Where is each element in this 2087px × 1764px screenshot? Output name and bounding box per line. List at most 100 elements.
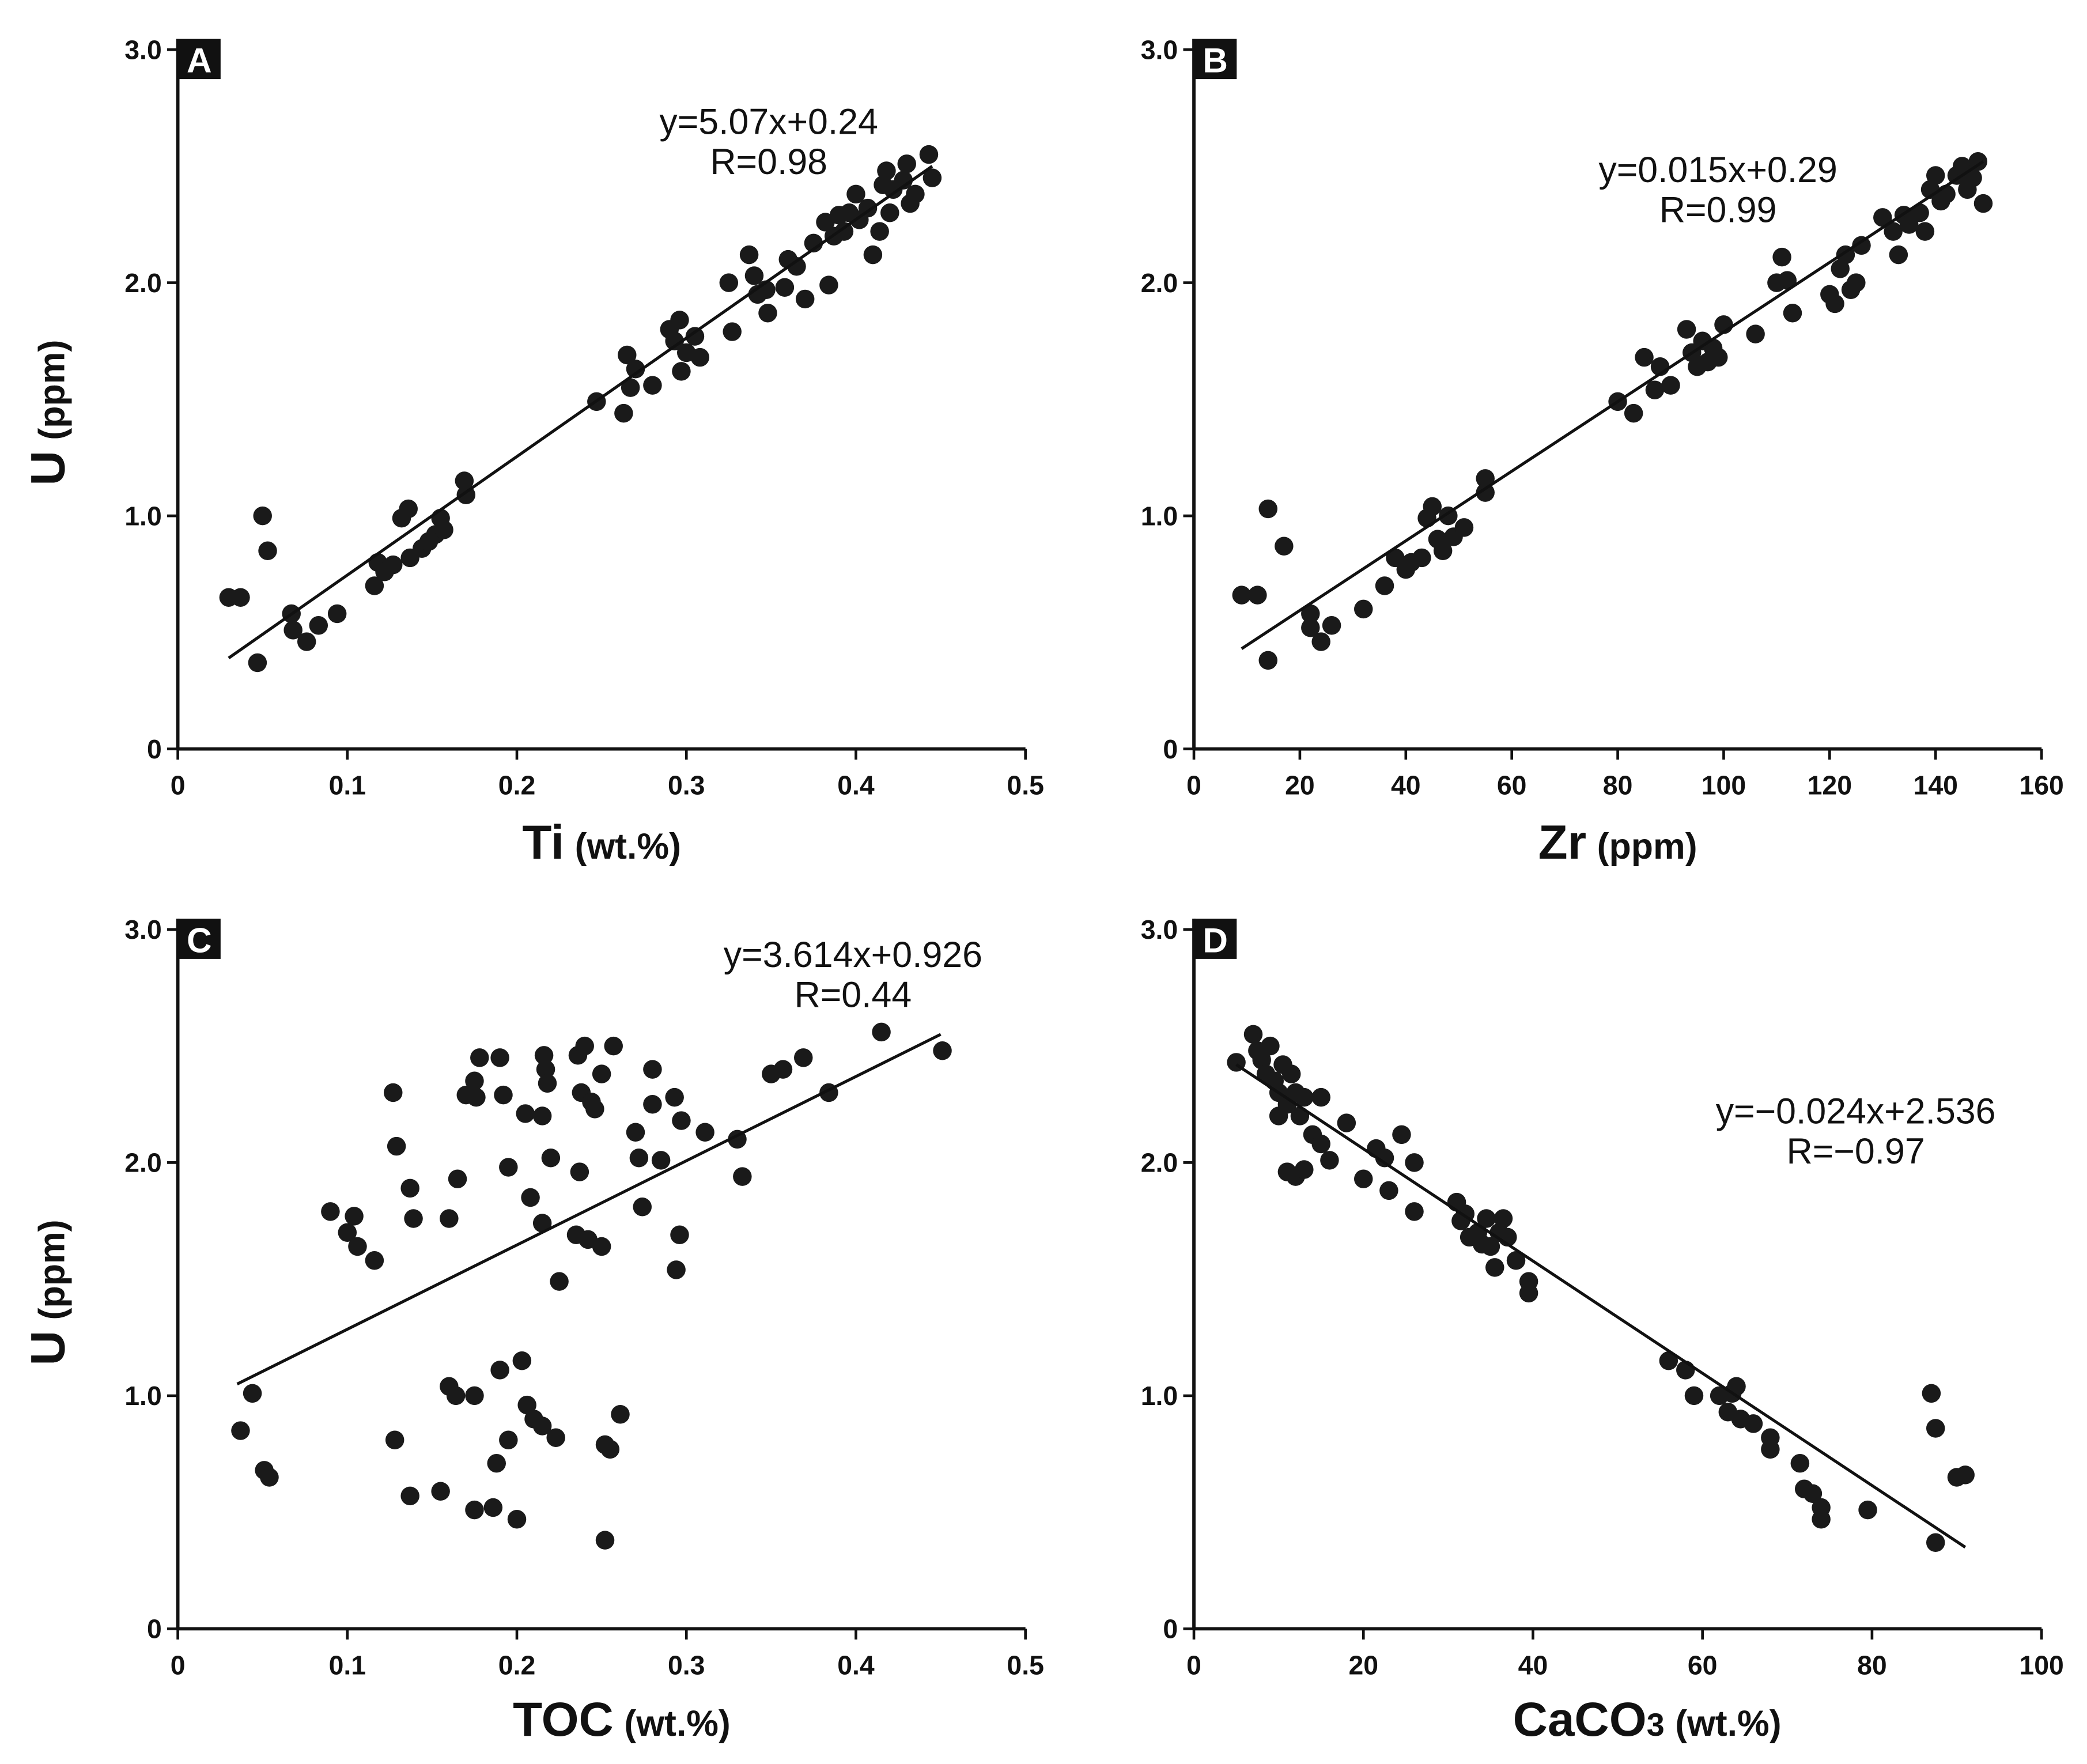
data-point — [665, 331, 684, 350]
x-tick-label: 0.3 — [668, 770, 705, 800]
data-point — [384, 1083, 403, 1102]
data-point — [1847, 273, 1866, 292]
data-point — [499, 1430, 518, 1449]
x-tick-label: 100 — [2019, 1650, 2063, 1680]
x-tick-label: 20 — [1285, 770, 1315, 800]
data-point — [604, 1036, 623, 1056]
x-tick-label: 140 — [1914, 770, 1958, 800]
data-point — [1423, 497, 1442, 516]
data-point — [672, 362, 691, 381]
data-point — [611, 1405, 630, 1424]
data-point — [521, 1188, 540, 1207]
x-tick-label: 100 — [1702, 770, 1746, 800]
data-point — [465, 1386, 484, 1406]
regression-equation: y=3.614x+0.926 — [724, 935, 982, 975]
data-point — [1922, 1384, 1941, 1403]
data-point — [1295, 1160, 1314, 1179]
data-point — [507, 1510, 527, 1529]
data-point — [670, 1225, 689, 1245]
x-tick-label: 60 — [1497, 770, 1527, 800]
y-axis-label: U (ppm) — [20, 340, 74, 486]
data-point — [795, 289, 815, 309]
regression-equation: y=−0.024x+2.536 — [1716, 1091, 1996, 1131]
data-point — [400, 1486, 419, 1506]
x-tick-label: 40 — [1518, 1650, 1548, 1680]
data-point — [532, 1417, 552, 1436]
panel-label-box — [1194, 39, 1237, 80]
data-point — [385, 1430, 404, 1449]
data-point — [243, 1384, 262, 1403]
data-point — [667, 1260, 686, 1279]
data-point — [400, 1178, 419, 1198]
regression-line — [1241, 160, 1984, 650]
data-point — [1825, 294, 1844, 313]
x-axis-label-unit: (wt.%) — [575, 826, 681, 867]
x-axis-label: Zr (ppm) — [1538, 815, 1697, 869]
panel-label-box — [1194, 919, 1237, 959]
data-point — [1454, 518, 1474, 537]
y-tick-label: 0 — [1163, 1614, 1178, 1644]
data-point — [863, 245, 883, 265]
data-point — [1968, 152, 1988, 171]
x-axis-label-name: Ti — [522, 815, 564, 869]
data-point — [897, 154, 916, 173]
data-point — [1709, 347, 1728, 367]
data-point — [258, 541, 277, 561]
x-tick-label: 80 — [1857, 1650, 1887, 1680]
data-point — [253, 506, 272, 526]
data-point — [1295, 1087, 1314, 1107]
data-point — [490, 1048, 509, 1067]
data-point — [1884, 222, 1903, 241]
panel-label-box — [177, 919, 221, 959]
regression-equation: y=5.07x+0.24 — [659, 101, 878, 142]
data-point — [434, 520, 453, 539]
data-point — [1405, 1153, 1424, 1172]
data-point — [614, 403, 633, 423]
data-point — [1772, 247, 1791, 267]
data-point — [512, 1351, 532, 1370]
data-point — [723, 322, 742, 341]
data-point — [248, 653, 267, 673]
data-point — [532, 1214, 552, 1233]
y-tick-label: 0 — [147, 734, 162, 764]
x-tick-label: 0.3 — [668, 1650, 705, 1680]
data-point — [600, 1440, 620, 1459]
x-axis-label: TOC (wt.%) — [513, 1692, 731, 1746]
data-point — [1301, 604, 1320, 624]
data-point — [1243, 1025, 1263, 1044]
x-axis-label-unit: (ppm) — [1597, 826, 1697, 867]
y-tick-label: 1.0 — [124, 501, 162, 531]
data-point — [283, 621, 303, 640]
data-point — [487, 1453, 506, 1473]
data-point — [550, 1272, 569, 1291]
regression-line — [236, 1033, 942, 1385]
y-tick-label: 0 — [1163, 734, 1178, 764]
x-axis-label-subscript: 3 — [1647, 1707, 1665, 1743]
x-axis-label-unit: (wt.%) — [1675, 1703, 1781, 1744]
data-point — [538, 1074, 557, 1093]
data-point — [541, 1149, 561, 1168]
data-point — [1311, 1087, 1330, 1107]
data-point — [1405, 1202, 1424, 1221]
data-point — [470, 1048, 489, 1067]
data-point — [626, 1123, 645, 1142]
data-point — [819, 275, 838, 294]
data-point — [880, 203, 899, 222]
data-point — [626, 360, 645, 379]
x-tick-label: 0.2 — [498, 770, 536, 800]
data-point — [877, 161, 896, 180]
data-point — [1624, 403, 1643, 423]
data-point — [670, 311, 689, 330]
data-point — [919, 145, 939, 164]
data-point — [1926, 1533, 1945, 1552]
y-tick-label: 1.0 — [124, 1381, 162, 1411]
correlation-label: R=0.44 — [795, 974, 912, 1015]
data-point — [1354, 599, 1373, 619]
data-point — [534, 1046, 554, 1065]
data-point — [1392, 1125, 1411, 1144]
y-tick-label: 2.0 — [1141, 1148, 1178, 1178]
panel-label: A — [187, 41, 212, 80]
data-point — [1915, 222, 1935, 241]
regression-line — [1235, 1063, 1967, 1548]
